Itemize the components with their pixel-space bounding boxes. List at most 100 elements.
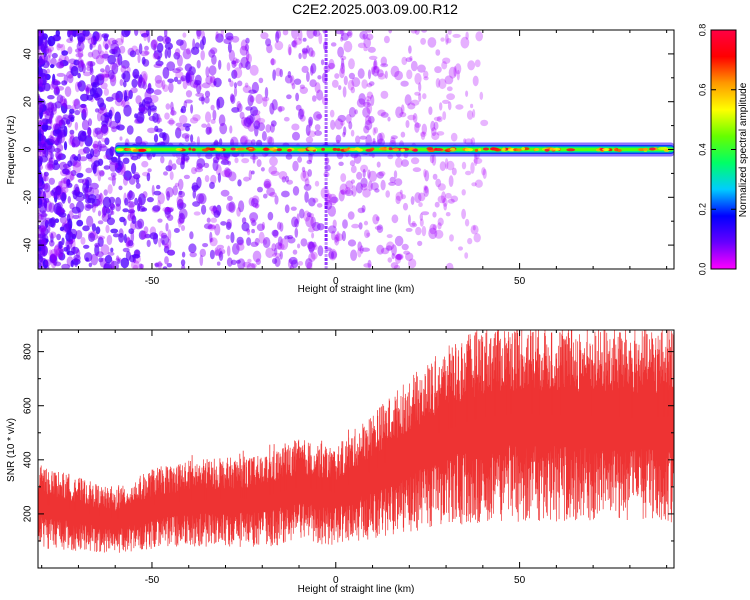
spectrogram-noise-cell [286,94,292,100]
spectrogram-noise-cell [59,226,65,232]
spectrogram-noise-cell [408,258,417,269]
spectrogram-noise-cell [472,75,479,87]
spectrogram-noise-cell [165,187,174,198]
spectrogram-noise-cell [297,243,301,249]
spectrogram-noise-cell [414,91,421,96]
spectrogram-noise-cell [162,67,170,79]
spectrogram-noise-cell [285,175,290,183]
spectrogram-noise-cell [216,244,224,250]
spectrogram-noise-cell [474,59,481,68]
spectrogram-noise-cell [359,245,364,254]
spectrogram-noise-cell [360,164,369,173]
spectrogram-noise-cell [75,196,85,202]
spectrogram-noise-cell [123,218,127,226]
spectrogram-noise-cell [134,30,139,36]
spectrogram-noise-cell [129,208,135,215]
spectrogram-noise-cell [130,230,135,243]
spectrogram-noise-cell [131,162,137,175]
spectrogram-streak-cell [324,166,328,169]
spectrogram-noise-cell [316,203,323,208]
spectrogram-noise-cell [166,61,176,72]
spectrogram-ytick-label: 20 [23,96,34,108]
spectrogram-noise-cell [64,86,72,97]
spectrogram-noise-cell [417,240,423,247]
spectrogram-noise-cell [394,253,402,264]
spectrogram-noise-cell [114,98,123,107]
spectrogram-noise-cell [181,251,186,258]
spectrogram-noise-cell [176,125,186,131]
spectrogram-noise-cell [420,131,427,137]
spectrogram-streak-cell [324,194,328,197]
spectrogram-noise-cell [80,237,86,245]
spectrogram-noise-cell [380,90,389,99]
spectrogram-noise-cell [293,37,303,45]
spectrogram-noise-cell [154,125,159,132]
spectrogram-noise-cell [442,99,450,104]
spectrogram-noise-cell [73,59,80,66]
spectrogram-noise-cell [409,222,418,228]
snr-ytick-label: 600 [23,397,34,414]
spectrogram-noise-cell [444,75,454,85]
spectrogram-noise-cell [172,68,181,74]
spectrogram-noise-cell [108,109,113,120]
spectrogram-noise-cell [461,189,466,196]
spectrogram-noise-cell [131,260,140,269]
spectrogram-noise-cell [154,75,163,84]
spectrogram-noise-cell [350,249,358,261]
spectrogram-noise-cell [291,30,299,39]
spectrogram-noise-cell [357,241,363,252]
spectrogram-noise-cell [261,131,267,141]
spectrogram-noise-cell [461,208,466,220]
spectrogram-noise-cell [178,190,183,195]
spectrogram-noise-cell [180,75,187,82]
spectrogram-noise-cell [351,223,360,229]
spectrogram-ridge-peak [544,148,550,152]
spectrogram-noise-cell [140,50,149,57]
spectrogram-noise-cell [126,125,134,135]
spectrogram-ridge-peak [478,148,482,152]
spectrogram-ridge-peak [502,147,506,151]
spectrogram-noise-cell [132,264,139,269]
spectrogram-noise-cell [162,35,170,45]
spectrogram-noise-cell [383,35,390,44]
spectrogram-noise-cell [228,201,236,213]
spectrogram-noise-cell [144,233,151,239]
spectrogram-noise-cell [107,251,115,256]
spectrogram-noise-cell [181,133,190,139]
spectrogram-noise-cell [405,252,414,261]
spectrogram-noise-cell [351,77,361,88]
spectrogram-noise-cell [94,242,101,248]
spectrogram-noise-cell [168,82,174,93]
spectrogram-noise-cell [463,138,467,144]
spectrogram-noise-cell [188,66,196,76]
spectrogram-noise-cell [54,123,61,135]
spectrogram-noise-cell [141,56,146,65]
spectrogram-noise-cell [428,106,433,115]
spectrogram-noise-cell [414,192,422,204]
snr-series-line [38,330,674,553]
spectrogram-noise-cell [233,82,238,89]
spectrogram-noise-cell [248,169,252,181]
spectrogram-noise-cell [401,159,409,167]
spectrogram-noise-cell [265,183,272,188]
spectrogram-noise-cell [250,198,259,208]
spectrogram-noise-cell [47,95,55,100]
spectrogram-ridge-peak [209,147,214,151]
spectrogram-noise-cell [363,37,372,49]
spectrogram-noise-cell [255,258,261,266]
spectrogram-noise-cell [165,165,173,172]
spectrogram-noise-cell [372,138,376,144]
spectrogram-noise-cell [44,197,50,204]
spectrogram-noise-cell [138,263,143,269]
spectrogram-noise-cell [414,73,422,85]
spectrogram-noise-cell [48,39,52,46]
spectrogram-noise-cell [341,230,346,242]
spectrogram-noise-cell [394,70,403,81]
spectrogram-noise-cell [387,116,391,122]
spectrogram-noise-cell [61,80,68,86]
spectrogram-noise-cell [97,235,106,240]
spectrogram-noise-cell [241,222,250,232]
spectrogram-noise-cell [482,168,487,179]
spectrogram-noise-cell [43,82,51,92]
